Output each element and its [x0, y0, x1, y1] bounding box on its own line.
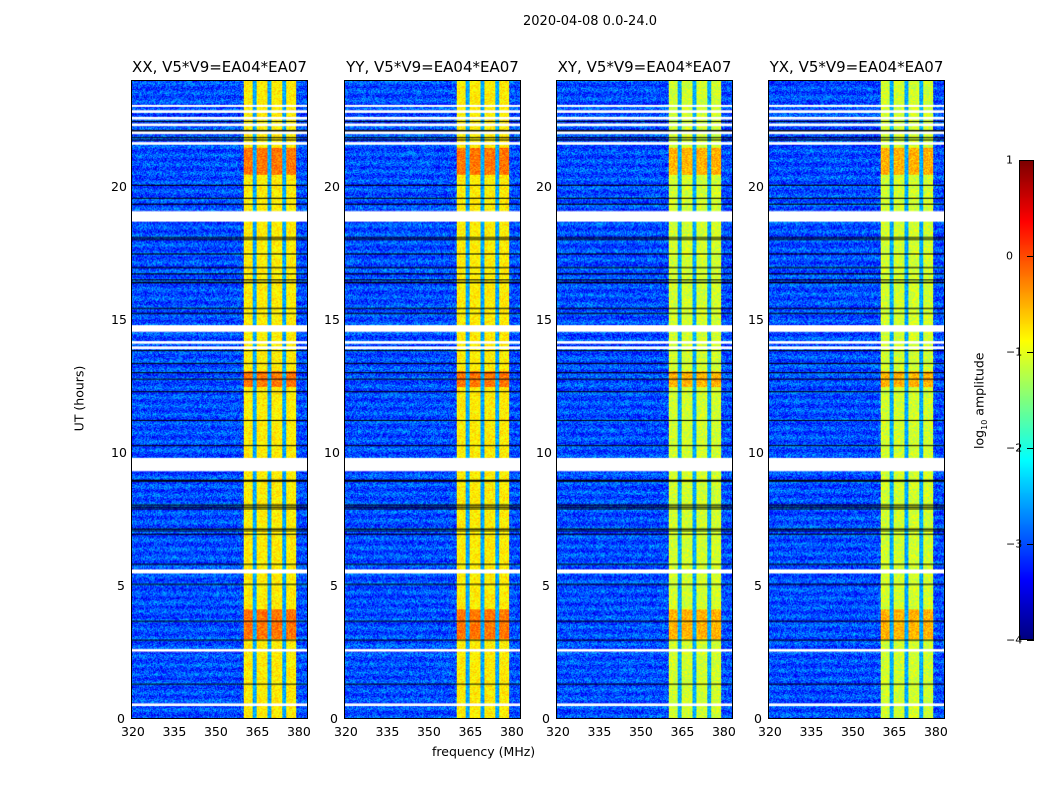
x-tick-label: 320 — [546, 724, 570, 739]
x-tick-label: 380 — [499, 724, 524, 739]
x-tick-label: 335 — [587, 724, 612, 739]
panel-title: XY, V5*V9=EA04*EA07 — [557, 58, 732, 76]
x-tick-label: 365 — [458, 724, 483, 739]
figure-title: 2020-04-08 0.0-24.0 — [523, 14, 657, 29]
y-tick-label: 0 — [330, 711, 338, 726]
x-tick-label: 320 — [121, 724, 145, 739]
heatmap-image — [769, 81, 944, 718]
panel-title: YX, V5*V9=EA04*EA07 — [769, 58, 944, 76]
y-tick-label: 10 — [748, 444, 764, 460]
y-tick-label: 10 — [324, 444, 340, 460]
y-axis-label: UT (hours) — [71, 365, 87, 432]
colorbar — [1019, 160, 1034, 640]
colorbar-tick-label: −1 — [1006, 345, 1023, 359]
x-tick-label: 380 — [286, 724, 311, 739]
colorbar-tick-label: −4 — [1006, 633, 1023, 647]
colorbar-tick-mark — [1027, 160, 1034, 161]
x-tick-label: 350 — [840, 724, 865, 739]
y-tick-label: 20 — [748, 178, 764, 194]
colorbar-tick-label: −3 — [1006, 537, 1023, 551]
x-tick-label: 350 — [416, 724, 441, 739]
heatmap-panel — [768, 80, 945, 719]
colorbar-tick-mark — [1027, 256, 1034, 257]
y-tick-label: 5 — [117, 577, 125, 593]
x-tick-label: 335 — [162, 724, 187, 739]
x-tick-label: 365 — [882, 724, 907, 739]
heatmap-image — [557, 81, 732, 718]
y-tick-label: 20 — [111, 178, 127, 194]
y-tick-label: 15 — [111, 311, 127, 327]
y-tick-label: 15 — [324, 311, 340, 327]
y-tick-label: 5 — [542, 577, 550, 593]
x-tick-label: 365 — [245, 724, 270, 739]
y-tick-label: 10 — [536, 444, 552, 460]
colorbar-tick-label: 1 — [1006, 153, 1013, 167]
x-tick-label: 335 — [799, 724, 824, 739]
colorbar-tick-mark — [1027, 640, 1034, 641]
heatmap-image — [132, 81, 307, 718]
colorbar-tick-mark — [1027, 352, 1034, 353]
y-tick-label: 5 — [330, 577, 338, 593]
heatmap-image — [345, 81, 520, 718]
y-tick-label: 10 — [111, 444, 127, 460]
colorbar-tick-mark — [1027, 448, 1034, 449]
colorbar-label: log10 amplitude — [971, 352, 989, 449]
heatmap-panel — [556, 80, 733, 719]
colorbar-tick-label: −2 — [1006, 441, 1023, 455]
panel-title: YY, V5*V9=EA04*EA07 — [346, 58, 519, 76]
x-tick-label: 380 — [711, 724, 736, 739]
x-tick-label: 350 — [203, 724, 228, 739]
x-tick-label: 350 — [628, 724, 653, 739]
x-tick-label: 365 — [670, 724, 695, 739]
y-tick-label: 0 — [542, 711, 550, 726]
x-tick-label: 380 — [923, 724, 948, 739]
x-tick-label: 335 — [375, 724, 400, 739]
colorbar-tick-mark — [1027, 544, 1034, 545]
heatmap-panel — [131, 80, 308, 719]
y-tick-label: 15 — [536, 311, 552, 327]
y-tick-label: 5 — [754, 577, 762, 593]
y-tick-label: 15 — [748, 311, 764, 327]
x-axis-label: frequency (MHz) — [432, 744, 536, 759]
y-tick-label: 0 — [117, 711, 125, 726]
panel-title: XX, V5*V9=EA04*EA07 — [132, 58, 307, 76]
y-tick-label: 20 — [324, 178, 340, 194]
x-tick-label: 320 — [334, 724, 358, 739]
x-tick-label: 320 — [758, 724, 782, 739]
heatmap-panel — [344, 80, 521, 719]
y-tick-label: 0 — [754, 711, 762, 726]
colorbar-tick-label: 0 — [1006, 249, 1013, 263]
y-tick-label: 20 — [536, 178, 552, 194]
